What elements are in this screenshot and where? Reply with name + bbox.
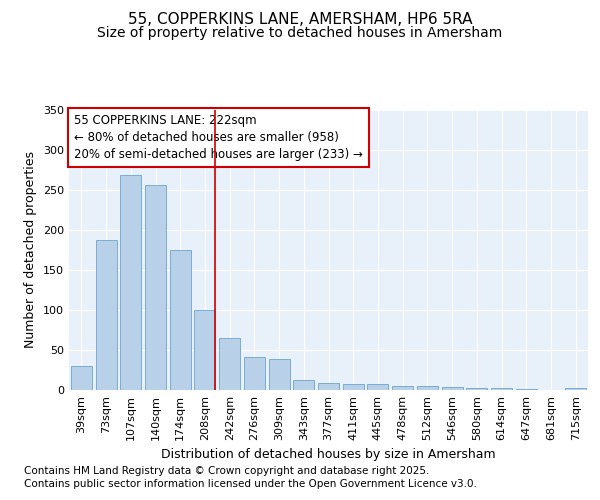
Bar [71, 366, 92, 390]
Text: Size of property relative to detached houses in Amersham: Size of property relative to detached ho… [97, 26, 503, 40]
Bar [120, 175, 141, 390]
Text: Contains HM Land Registry data © Crown copyright and database right 2025.: Contains HM Land Registry data © Crown c… [24, 466, 430, 476]
Bar [466, 388, 487, 390]
Text: Contains public sector information licensed under the Open Government Licence v3: Contains public sector information licen… [24, 479, 477, 489]
Bar [442, 387, 463, 390]
Bar [367, 384, 388, 390]
Text: 55 COPPERKINS LANE: 222sqm
← 80% of detached houses are smaller (958)
20% of sem: 55 COPPERKINS LANE: 222sqm ← 80% of deta… [74, 114, 363, 161]
Y-axis label: Number of detached properties: Number of detached properties [25, 152, 37, 348]
Text: 55, COPPERKINS LANE, AMERSHAM, HP6 5RA: 55, COPPERKINS LANE, AMERSHAM, HP6 5RA [128, 12, 472, 28]
Bar [145, 185, 166, 390]
Bar [516, 389, 537, 390]
Bar [194, 310, 215, 390]
Bar [565, 388, 586, 390]
Bar [491, 388, 512, 390]
Bar [244, 357, 265, 390]
Bar [318, 383, 339, 390]
Bar [417, 386, 438, 390]
Bar [343, 384, 364, 390]
Bar [170, 250, 191, 390]
Bar [219, 338, 240, 390]
X-axis label: Distribution of detached houses by size in Amersham: Distribution of detached houses by size … [161, 448, 496, 462]
Bar [293, 380, 314, 390]
Bar [95, 240, 116, 390]
Bar [392, 386, 413, 390]
Bar [269, 359, 290, 390]
